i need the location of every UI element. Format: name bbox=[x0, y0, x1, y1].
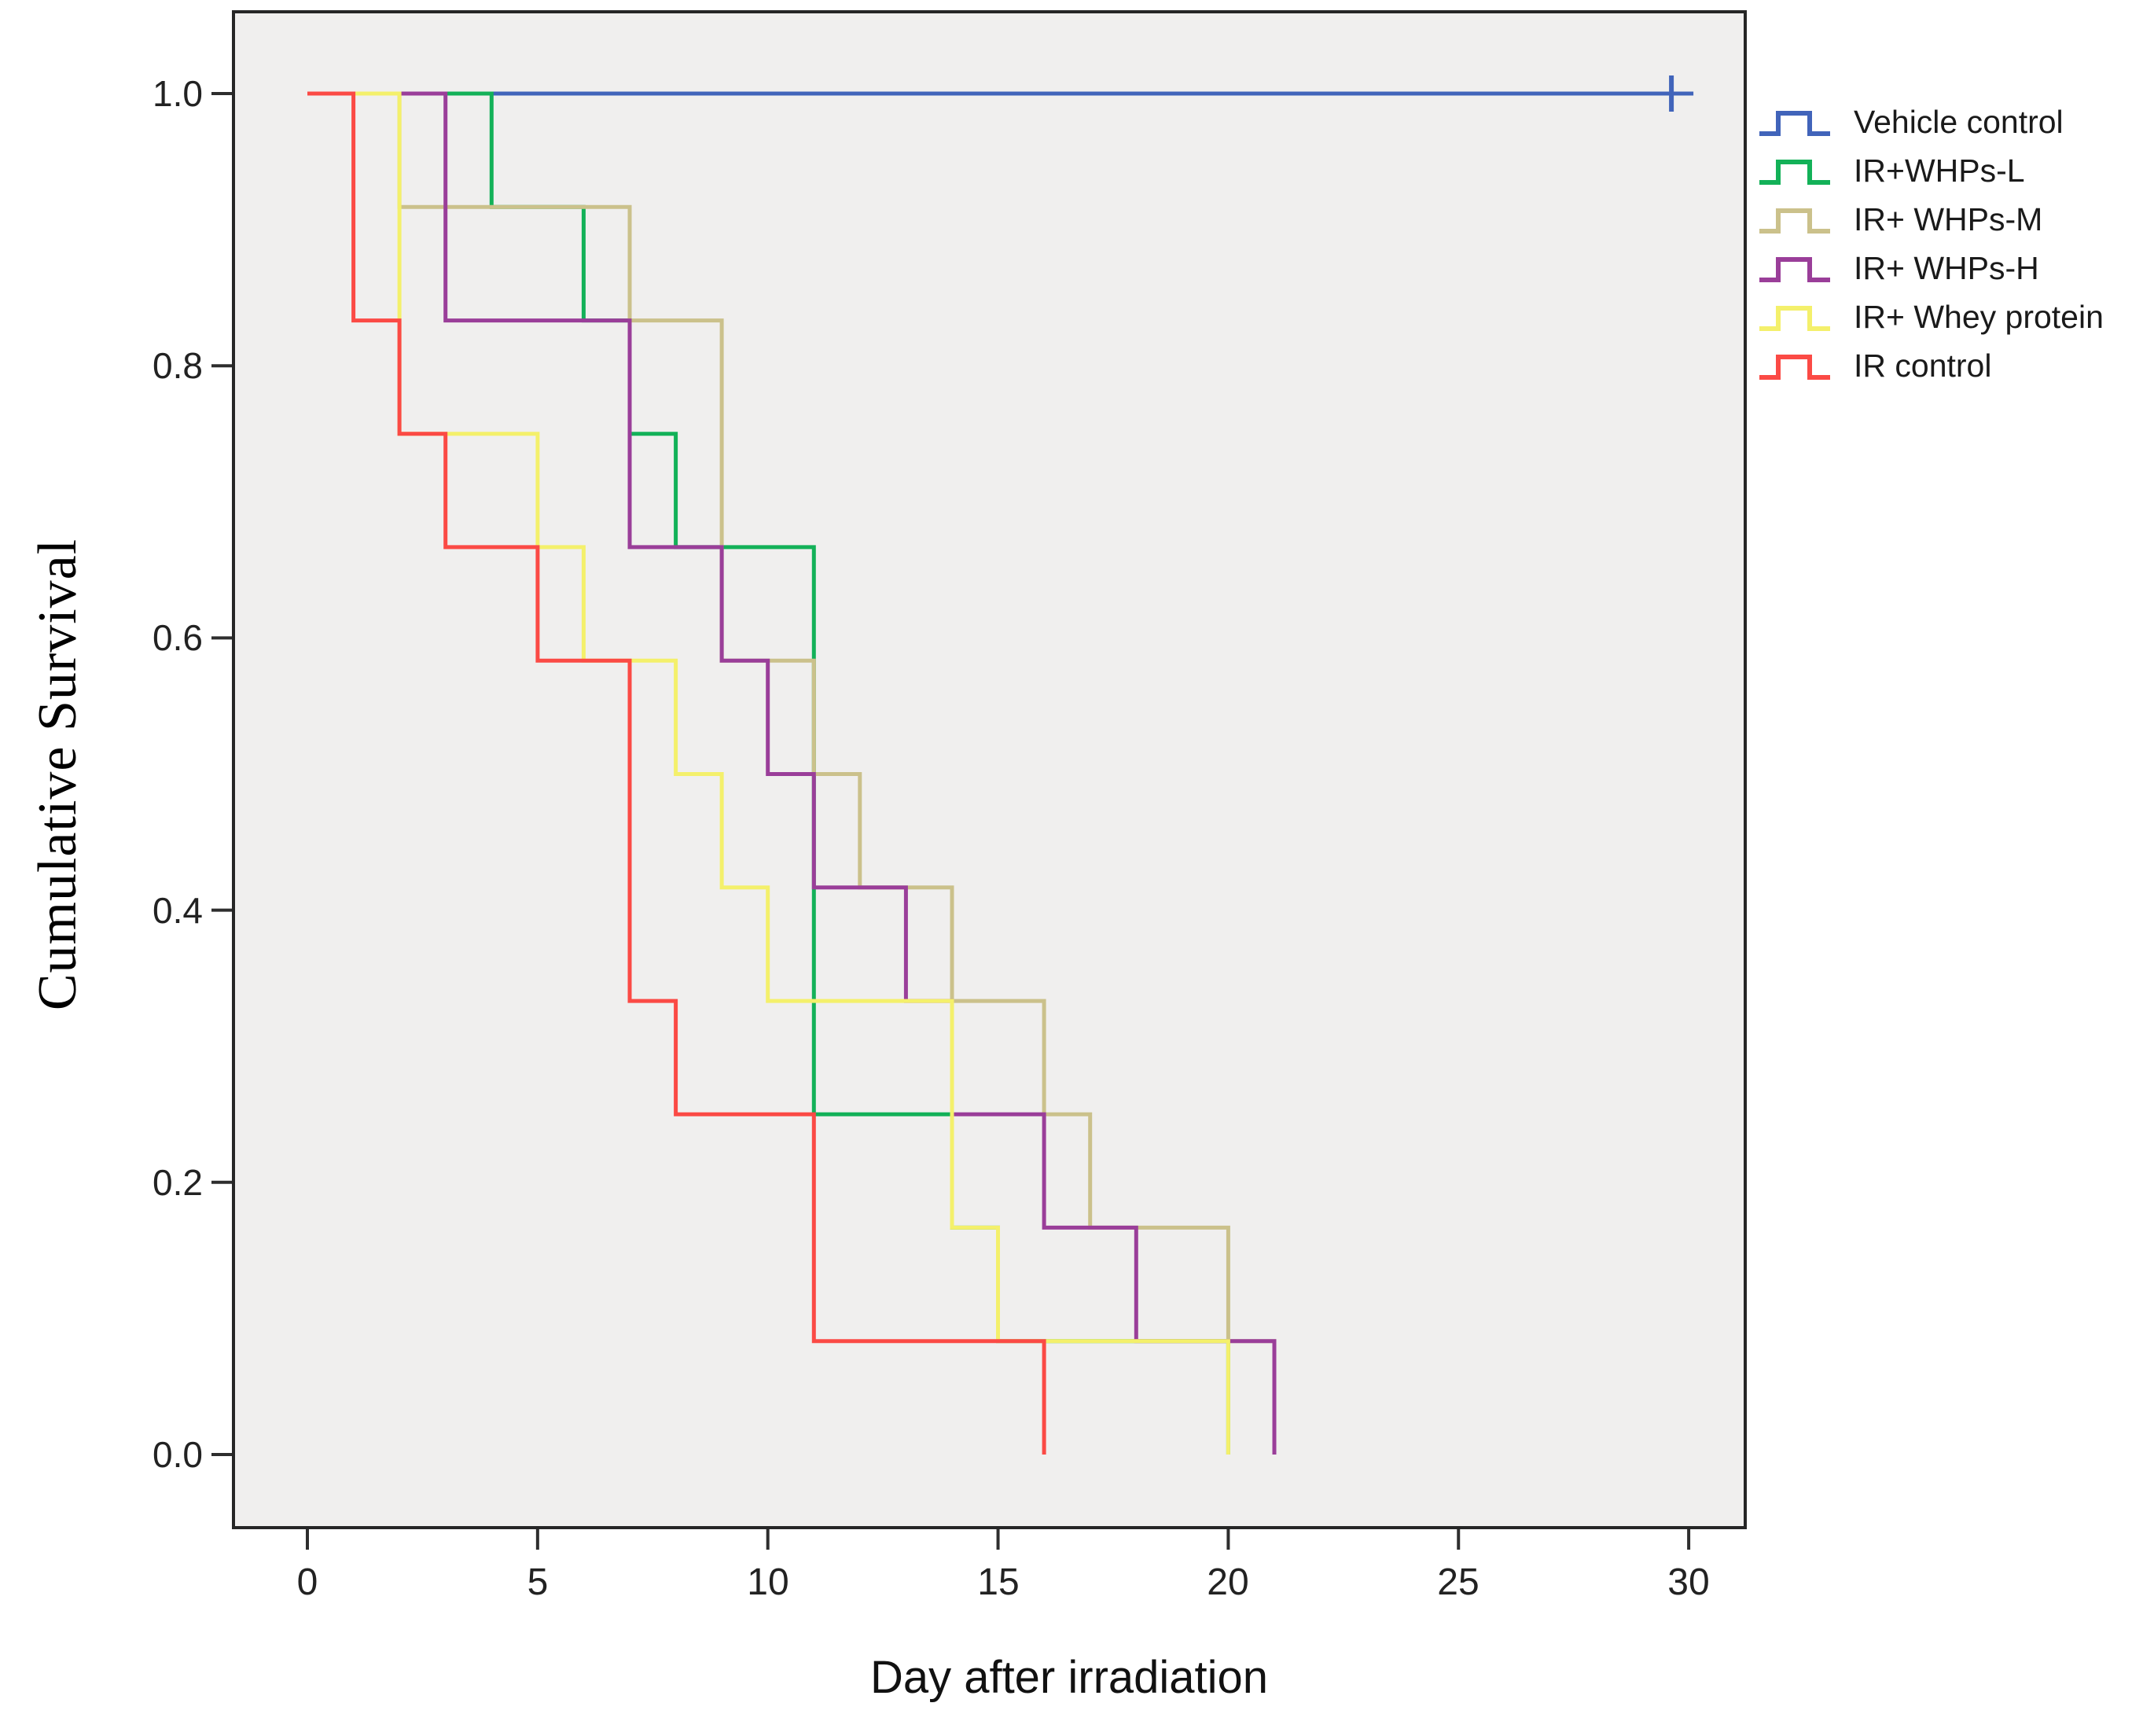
legend-label: IR+ Whey protein bbox=[1854, 298, 2104, 335]
step-curve-icon bbox=[1759, 208, 1830, 234]
step-curve-icon bbox=[1759, 160, 1830, 185]
axis-tick-marks bbox=[211, 92, 1691, 1550]
curve-ir-whey-protein bbox=[307, 91, 1230, 1455]
legend-row-ir-control: IR control bbox=[1755, 341, 2104, 390]
plot-frame bbox=[232, 10, 1747, 1529]
legend-label: IR+WHPs-L bbox=[1854, 152, 2025, 189]
y-tick-label-0.0: 0.0 bbox=[153, 1434, 203, 1475]
x-tick-label-30: 30 bbox=[1667, 1561, 1710, 1603]
plot-area-background bbox=[233, 12, 1745, 1528]
legend-row-ir-whey-protein: IR+ Whey protein bbox=[1755, 292, 2104, 341]
legend-label: IR+ WHPs-H bbox=[1854, 249, 2039, 286]
legend-label: IR control bbox=[1854, 347, 1992, 384]
x-tick-label-5: 5 bbox=[527, 1561, 549, 1603]
x-tick-label-20: 20 bbox=[1207, 1561, 1249, 1603]
legend-label: Vehicle control bbox=[1854, 103, 2064, 140]
survival-curves bbox=[307, 75, 1694, 1455]
legend-row-ir-whps-l: IR+WHPs-L bbox=[1755, 146, 2104, 195]
x-axis-title: Day after irradiation bbox=[869, 1652, 1269, 1703]
step-curve-icon bbox=[1759, 257, 1830, 282]
legend-row-vehicle-control: Vehicle control bbox=[1755, 97, 2104, 146]
x-tick-label-10: 10 bbox=[747, 1561, 789, 1603]
legend-label: IR+ WHPs-M bbox=[1854, 200, 2043, 237]
legend-row-ir-whps-h: IR+ WHPs-H bbox=[1755, 244, 2104, 292]
y-tick-label-0.6: 0.6 bbox=[153, 617, 203, 658]
step-curve-icon bbox=[1759, 306, 1830, 331]
curve-ir-control bbox=[307, 91, 1046, 1455]
x-tick-label-15: 15 bbox=[977, 1561, 1020, 1603]
y-tick-label-0.4: 0.4 bbox=[153, 890, 203, 931]
y-tick-label-1.0: 1.0 bbox=[153, 73, 203, 114]
step-curve-icon bbox=[1759, 111, 1830, 136]
legend-row-ir-whps-m: IR+ WHPs-M bbox=[1755, 195, 2104, 244]
y-tick-label-0.2: 0.2 bbox=[153, 1162, 203, 1203]
step-curve-icon bbox=[1759, 355, 1830, 380]
curve-ir-whps-h bbox=[307, 91, 1277, 1455]
y-axis-title: Cumulative Survival bbox=[28, 538, 88, 1011]
legend: Vehicle control IR+WHPs-L IR+ WHPs-M IR+… bbox=[1755, 97, 2104, 390]
x-tick-label-0: 0 bbox=[296, 1561, 318, 1603]
y-tick-label-0.8: 0.8 bbox=[153, 345, 203, 386]
x-tick-label-25: 25 bbox=[1437, 1561, 1480, 1603]
